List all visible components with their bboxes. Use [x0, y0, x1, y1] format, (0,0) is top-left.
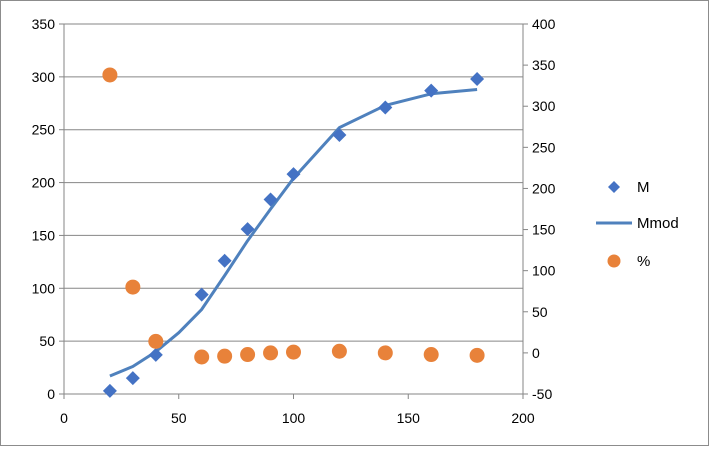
- y-right-tick-label: -50: [532, 386, 552, 402]
- axes: [59, 23, 528, 399]
- series-m-point: [148, 347, 163, 362]
- series-mmod-line: [109, 88, 478, 378]
- y-right-tick-label: 0: [532, 345, 540, 361]
- series-m-point: [470, 71, 485, 86]
- y-left-tick-label: 200: [32, 175, 56, 191]
- x-tick-label: 0: [60, 410, 68, 426]
- tick-labels: 0 50 100 150 200 250 300 350 -50 0 50 100 150 200 250 3…: [32, 16, 556, 426]
- y-left-tick-label: 350: [32, 16, 56, 32]
- y-left-tick-label: 300: [32, 69, 56, 85]
- x-tick-label: 150: [397, 410, 421, 426]
- y-right-tick-label: 400: [532, 16, 556, 32]
- x-tick-label: 200: [511, 410, 535, 426]
- x-tick-label: 50: [171, 410, 187, 426]
- series-pct-point: [263, 345, 279, 361]
- series-m-point: [286, 167, 301, 182]
- legend-pct-label: %: [637, 253, 650, 270]
- series-m-point: [424, 83, 439, 98]
- y-right-tick-label: 200: [532, 180, 556, 196]
- grid-lines: [64, 23, 523, 342]
- y-right-tick-label: 350: [532, 57, 556, 73]
- series-m-point: [263, 192, 278, 207]
- series-m-point: [217, 253, 232, 268]
- x-tick-label: 100: [282, 410, 306, 426]
- y-right-tick-label: 300: [532, 98, 556, 114]
- plot-area: [102, 67, 485, 398]
- series-m-point: [194, 287, 209, 302]
- y-left-tick-label: 0: [47, 386, 55, 402]
- y-right-tick-label: 100: [532, 263, 556, 279]
- series-m-point: [240, 222, 255, 237]
- y-right-tick-label: 150: [532, 222, 556, 238]
- legend-pct-marker: [607, 254, 621, 268]
- legend-m-label: M: [637, 179, 650, 196]
- series-m-point: [102, 383, 117, 398]
- series-m-point: [332, 128, 347, 142]
- legend-mmod-label: Mmod: [637, 215, 679, 232]
- series-pct-point: [286, 344, 301, 360]
- y-left-tick-label: 100: [32, 280, 56, 296]
- series-pct-point: [194, 349, 210, 365]
- series-pct-point: [469, 347, 485, 363]
- legend: M Mmod%: [596, 179, 679, 270]
- y-right-tick-label: 50: [532, 304, 548, 320]
- series-m-point: [378, 100, 393, 115]
- y-right-tick-label: 250: [532, 139, 556, 155]
- y-left-tick-label: 150: [32, 227, 56, 243]
- series-pct-point: [148, 333, 164, 349]
- legend-m-marker: [608, 181, 620, 193]
- y-left-tick-label: 250: [32, 122, 56, 138]
- series-pct-point: [377, 345, 393, 361]
- series-pct-point: [423, 347, 439, 363]
- series-pct-point: [102, 67, 118, 83]
- y-left-tick-label: 50: [39, 333, 55, 349]
- series-pct-point: [240, 347, 256, 363]
- series-pct-point: [125, 279, 141, 295]
- series-m-point: [125, 371, 140, 386]
- series-pct-point: [331, 343, 347, 359]
- series-pct-point: [217, 348, 233, 364]
